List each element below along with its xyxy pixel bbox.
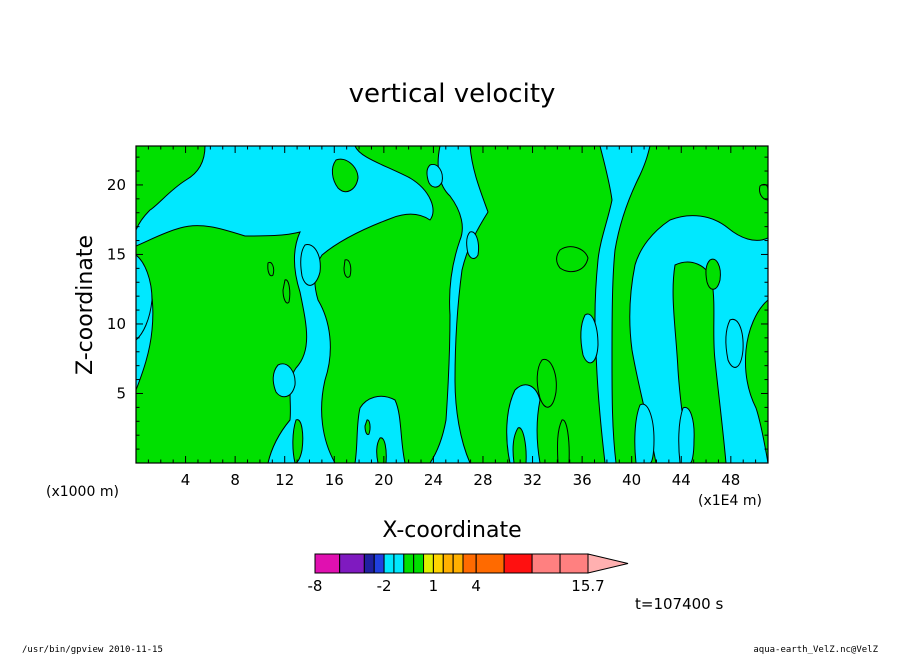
x-unit-left: (x1000 m): [46, 484, 119, 500]
x-tick-label: 4: [181, 471, 191, 489]
x-axis-tick-labels: 4 8 12 16 20 24 28 32 36 40 44 48: [181, 471, 741, 489]
positive-velocity-islands: [267, 258, 721, 463]
downdraft-island: [678, 406, 695, 463]
updraft-island: [557, 419, 570, 463]
updraft-region: [314, 146, 463, 463]
updraft-region: [136, 225, 308, 463]
downdraft-island: [466, 231, 479, 259]
colorbar-swatch: [393, 553, 405, 574]
y-tick-label: 15: [107, 245, 126, 263]
updraft-region: [556, 246, 589, 273]
colorbar-arrow: [587, 553, 629, 574]
x-axis-ticks: [135, 146, 757, 463]
updraft-island: [705, 258, 721, 290]
downdraft-island: [136, 254, 153, 341]
y-tick-label: 20: [107, 176, 126, 194]
downdraft-island: [725, 318, 744, 368]
plot-frame: [135, 145, 769, 464]
x-tick-label: 24: [424, 471, 443, 489]
colorbar-swatch: [383, 553, 395, 574]
y-tick-label: 5: [116, 384, 126, 402]
colorbar-swatch: [413, 553, 425, 574]
colorbar-swatch: [314, 553, 341, 574]
downdraft-island: [272, 363, 296, 398]
colorbar-swatch: [559, 553, 589, 574]
updraft-island: [536, 358, 557, 408]
updraft-island: [512, 427, 527, 463]
colorbar-label: -8: [308, 577, 323, 595]
negative-velocity-islands: [136, 163, 744, 463]
colorbar-label: 1: [429, 577, 439, 595]
x-tick-label: 32: [523, 471, 542, 489]
colorbar: [314, 553, 629, 574]
contour-field: [136, 146, 768, 463]
x-tick-label: 12: [275, 471, 294, 489]
x-tick-label: 8: [230, 471, 240, 489]
updraft-region: [136, 146, 206, 231]
y-axis-label: Z-coordinate: [73, 235, 98, 375]
footer-right: aqua-earth_VelZ.nc@VelZ: [753, 645, 878, 654]
downdraft-island: [426, 163, 443, 188]
positive-velocity-regions: [136, 146, 768, 463]
updraft-island: [343, 259, 352, 278]
time-label: t=107400 s: [635, 595, 723, 613]
updraft-island: [364, 419, 371, 435]
chart-title: vertical velocity: [349, 79, 556, 109]
colorbar-swatch: [462, 553, 477, 574]
colorbar-label: 15.7: [571, 577, 604, 595]
colorbar-swatch: [363, 553, 375, 574]
updraft-region: [745, 299, 768, 463]
updraft-island: [267, 261, 275, 277]
x-tick-label: 48: [721, 471, 740, 489]
x-tick-label: 16: [325, 471, 344, 489]
colorbar-label: -2: [377, 577, 392, 595]
colorbar-labels: -8 -2 1 4 15.7: [308, 577, 605, 595]
colorbar-swatch: [531, 553, 561, 574]
colorbar-swatch: [339, 553, 365, 574]
updraft-island: [376, 437, 387, 463]
x-tick-label: 44: [672, 471, 691, 489]
colorbar-swatch: [403, 553, 415, 574]
colorbar-label: 4: [471, 577, 481, 595]
y-axis-tick-labels: 5 10 15 20: [107, 176, 126, 403]
x-unit-right: (x1E4 m): [698, 493, 762, 509]
colorbar-swatch: [452, 553, 464, 574]
colorbar-swatch: [373, 553, 385, 574]
x-tick-label: 40: [622, 471, 641, 489]
colorbar-swatch: [432, 553, 444, 574]
updraft-region: [454, 146, 613, 463]
updraft-island: [282, 279, 291, 304]
colorbar-swatch: [503, 553, 533, 574]
colorbar-swatch: [423, 553, 434, 574]
colorbar-swatch: [442, 553, 454, 574]
downdraft-island: [300, 244, 321, 286]
colorbar-swatch: [475, 553, 505, 574]
updraft-island: [292, 419, 304, 463]
x-tick-label: 20: [374, 471, 393, 489]
downdraft-island: [580, 313, 599, 364]
x-tick-label: 28: [473, 471, 492, 489]
y-tick-label: 10: [107, 315, 126, 333]
updraft-region: [331, 158, 359, 193]
downdraft-island: [634, 403, 655, 463]
footer-left: /usr/bin/gpview 2010-11-15: [22, 645, 163, 654]
x-tick-label: 36: [573, 471, 592, 489]
x-axis-label: X-coordinate: [382, 518, 521, 543]
y-axis-ticks: [136, 156, 768, 450]
